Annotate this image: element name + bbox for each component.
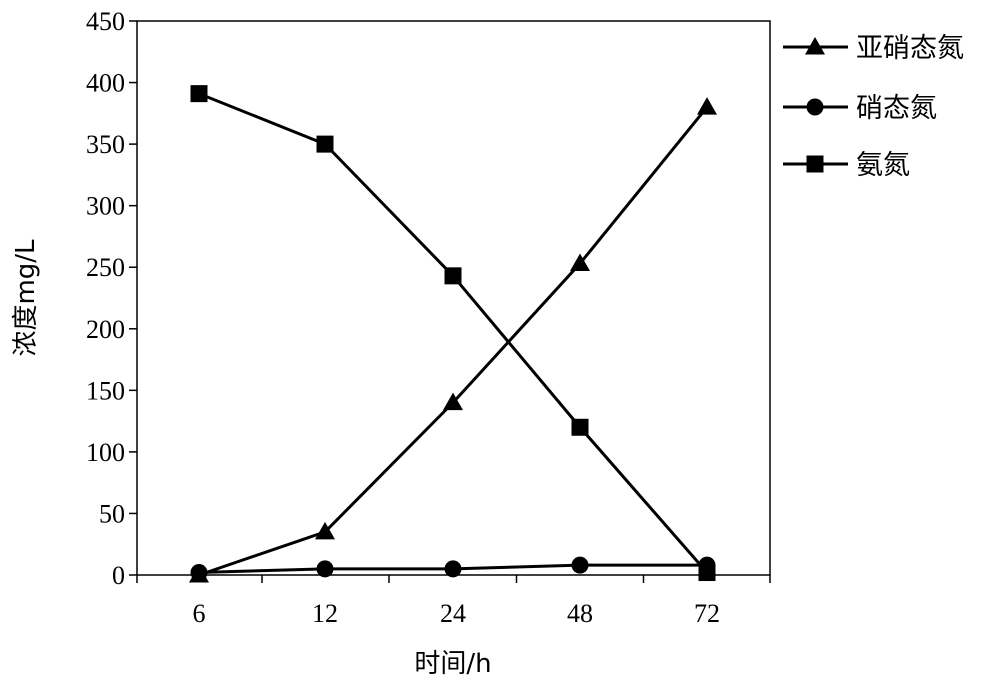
data-point-square [698,564,716,582]
y-tick-label: 100 [86,438,125,467]
y-tick-label: 400 [86,69,125,98]
data-point-square [571,418,589,436]
data-point-square [316,135,334,153]
x-axis-title: 时间/h [414,649,491,679]
x-tick-label: 72 [694,599,720,628]
y-axis-ticks: 0 50 100 150 200 250 300 350 400 450 [86,7,137,590]
plot-border [136,20,771,576]
legend-label: 氨氮 [856,150,910,181]
data-point-triangle [443,392,463,411]
legend-marker-square [806,155,824,173]
y-tick-label: 350 [86,130,125,159]
x-tick-label: 12 [312,599,338,628]
y-tick-label: 300 [86,192,125,221]
series-triangle [189,97,717,583]
y-tick-label: 200 [86,315,125,344]
legend-marker-circle [806,98,824,116]
data-point-circle [316,560,334,578]
data-point-square [190,85,208,103]
series-line [198,92,709,574]
x-tick-label: 48 [567,599,593,628]
plot-frame [136,20,771,576]
legend-item: 硝态氮 [783,93,937,124]
data-point-circle [444,560,462,578]
legend-item: 亚硝态氮 [783,33,964,64]
data-point-triangle [697,97,717,115]
series-layer [189,85,717,583]
legend-label: 硝态氮 [856,93,937,124]
x-tick-label: 24 [440,599,466,628]
legend-item: 氨氮 [783,150,910,181]
y-tick-label: 50 [99,499,125,528]
series-circle [190,556,716,582]
x-tick-label: 6 [193,599,206,628]
y-tick-label: 150 [86,376,125,405]
data-point-triangle [570,253,590,272]
y-tick-label: 450 [86,7,125,36]
y-tick-label: 0 [112,561,125,590]
legend-marker-triangle [805,37,825,55]
data-point-circle [190,564,208,582]
series-square [190,85,716,582]
y-axis-title: 浓度mg/L [11,239,41,357]
data-point-circle [571,556,589,574]
x-axis-ticks: 6 12 24 48 72 [136,575,771,628]
legend-label: 亚硝态氮 [856,33,964,64]
series-line [198,106,709,577]
y-tick-label: 250 [86,253,125,282]
data-point-triangle [315,521,335,540]
data-point-square [444,267,462,285]
